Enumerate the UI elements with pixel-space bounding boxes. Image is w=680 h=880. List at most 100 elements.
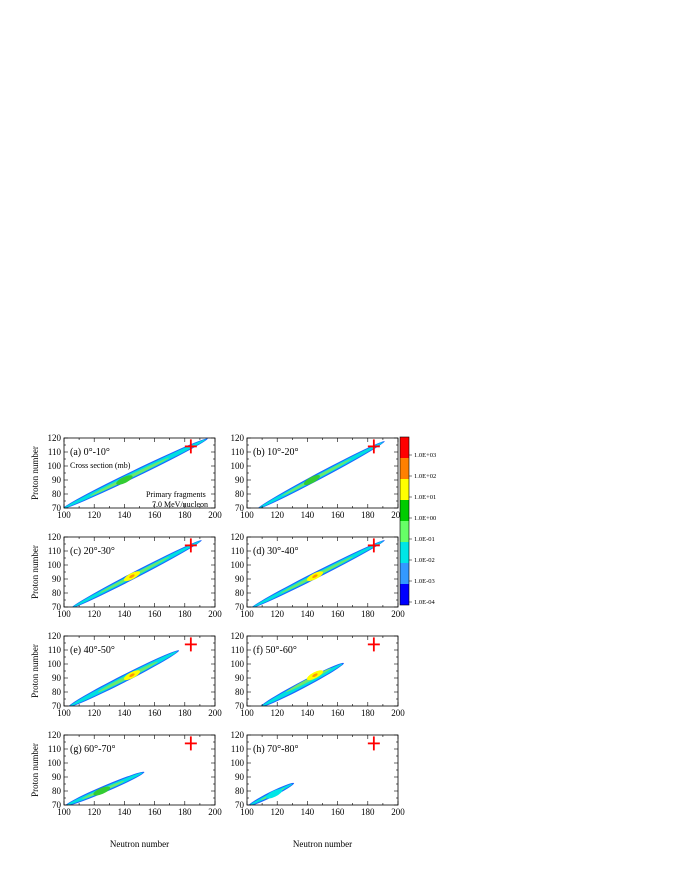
x-tick-label: 100	[240, 510, 254, 520]
x-tick-label: 140	[301, 708, 315, 718]
x-tick-label: 100	[57, 708, 71, 718]
panel-label: (f) 50°-60°	[253, 645, 297, 656]
y-tick-label: 120	[231, 631, 245, 641]
band-peak	[93, 786, 111, 796]
colorbar-label: 1.0E-04	[414, 599, 436, 606]
y-tick-label: 100	[48, 560, 62, 570]
colorbar-segment	[400, 563, 409, 584]
y-tick-label: 80	[52, 588, 62, 598]
y-tick-label: 90	[52, 574, 62, 584]
band-peak-max	[129, 673, 135, 677]
x-tick-label: 200	[208, 708, 222, 718]
panel-f: 100 120 140 160 180 200 70 80 90 100 110 120 (f) 50°…	[231, 631, 406, 718]
panel-note: Primary fragments	[146, 490, 206, 499]
x-tick-label: 100	[240, 708, 254, 718]
x-tick-label: 160	[331, 609, 345, 619]
x-tick-label: 180	[178, 609, 192, 619]
heat-band	[65, 771, 145, 805]
x-tick-label: 100	[57, 609, 71, 619]
colorbar-label: 1.0E+02	[414, 473, 436, 480]
y-tick-label: 100	[48, 461, 62, 471]
heat-band	[248, 782, 295, 805]
panel-c: 100 120 140 160 180 200 70 80 90 100 110 120 (c) 20°…	[48, 532, 223, 619]
colorbar-frame	[399, 436, 410, 606]
y-tick-label: 70	[52, 800, 62, 810]
band-peak	[116, 475, 133, 485]
y-tick-label: 80	[52, 687, 62, 697]
colorbar-label: 1.0E+01	[414, 494, 436, 501]
y-tick-label: 70	[235, 800, 245, 810]
x-tick-label: 140	[118, 609, 132, 619]
x-tick-label: 180	[178, 510, 192, 520]
y-tick-label: 120	[48, 433, 62, 443]
heat-band	[71, 540, 202, 607]
y-tick-label: 110	[48, 447, 62, 457]
x-tick-label: 120	[87, 708, 101, 718]
colorbar-label: 1.0E-02	[414, 557, 435, 564]
colorbar-segment	[400, 521, 409, 542]
y-tick-label: 110	[48, 645, 62, 655]
y-tick-label: 110	[48, 546, 62, 556]
x-tick-label: 120	[270, 609, 284, 619]
x-tick-label: 180	[361, 510, 375, 520]
y-tick-label: 120	[48, 532, 62, 542]
y-axis-title: Proton number	[30, 545, 40, 599]
y-axis-title: Proton number	[30, 446, 40, 500]
x-tick-label: 100	[240, 609, 254, 619]
y-tick-label: 90	[235, 673, 245, 683]
y-tick-label: 80	[235, 687, 245, 697]
panel-note: Cross section (mb)	[70, 461, 131, 470]
y-tick-label: 70	[235, 701, 245, 711]
x-tick-label: 200	[208, 807, 222, 817]
y-tick-label: 90	[235, 772, 245, 782]
y-tick-label: 70	[52, 701, 62, 711]
y-tick-label: 80	[52, 489, 62, 499]
y-tick-label: 70	[235, 503, 245, 513]
x-tick-label: 160	[148, 708, 162, 718]
panel-label: (h) 70°-80°	[253, 744, 299, 755]
x-tick-label: 200	[391, 510, 405, 520]
colorbar-segment	[400, 584, 409, 605]
colorbar-segment	[400, 458, 409, 479]
y-tick-label: 110	[48, 744, 62, 754]
colorbar-segment	[400, 500, 409, 521]
x-tick-label: 180	[178, 708, 192, 718]
panel-g: 100 120 140 160 180 200 70 80 90 100 110 120 (g) 60°…	[48, 730, 223, 817]
y-tick-label: 70	[52, 602, 62, 612]
y-tick-label: 80	[235, 588, 245, 598]
panel-label: (a) 0°-10°	[70, 447, 110, 458]
x-tick-label: 200	[391, 807, 405, 817]
heat-band	[257, 441, 385, 508]
x-tick-label: 160	[331, 708, 345, 718]
y-tick-label: 90	[235, 574, 245, 584]
heat-band	[64, 438, 208, 508]
x-tick-label: 120	[270, 708, 284, 718]
band-peak	[266, 788, 283, 799]
y-tick-label: 90	[235, 475, 245, 485]
colorbar-segment	[400, 542, 409, 563]
y-tick-label: 80	[235, 489, 245, 499]
x-tick-label: 120	[87, 510, 101, 520]
x-tick-label: 160	[331, 807, 345, 817]
colorbar-segment	[400, 437, 409, 458]
colorbar-label: 1.0E-03	[414, 578, 435, 585]
heat-band	[68, 650, 180, 706]
x-axis-title: Neutron number	[110, 839, 169, 849]
x-tick-label: 180	[361, 807, 375, 817]
band-peak-max	[312, 673, 318, 678]
x-tick-label: 140	[118, 510, 132, 520]
x-tick-label: 120	[270, 807, 284, 817]
x-tick-label: 140	[301, 609, 315, 619]
x-tick-label: 180	[178, 807, 192, 817]
x-tick-label: 180	[361, 609, 375, 619]
colorbar-label: 1.0E+00	[414, 515, 436, 522]
colorbar-label: 1.0E+03	[414, 452, 436, 459]
x-tick-label: 140	[301, 510, 315, 520]
y-axis-title: Proton number	[30, 743, 40, 797]
x-tick-label: 140	[118, 807, 132, 817]
x-tick-label: 100	[240, 807, 254, 817]
x-tick-label: 180	[361, 708, 375, 718]
heat-band	[260, 662, 344, 706]
panel-b: 100 120 140 160 180 200 70 80 90 100 110 120 (b) 10°…	[231, 433, 406, 520]
